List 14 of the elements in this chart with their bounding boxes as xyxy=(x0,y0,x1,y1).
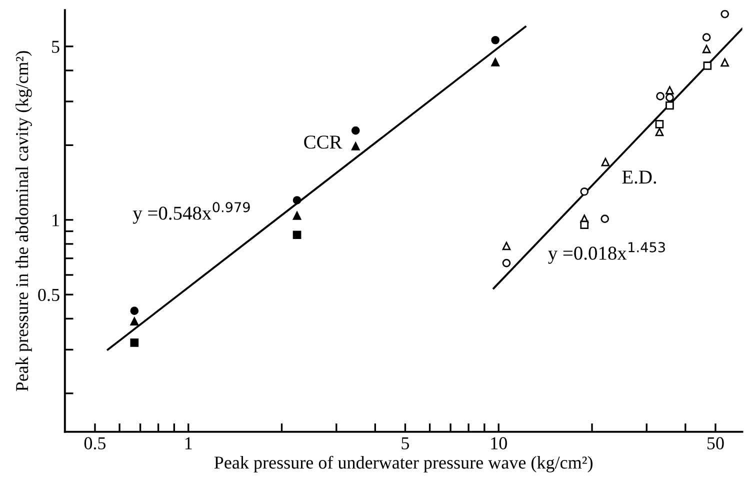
annotation: y =0.548x$^{0.979}$ xyxy=(132,202,250,224)
x-tick-label: 0.5 xyxy=(84,437,106,450)
y-tick-label: 5 xyxy=(52,40,60,53)
x-tick-label: 50 xyxy=(708,437,724,450)
y-tick-label: 1 xyxy=(52,214,59,226)
annotation: E.D. xyxy=(622,170,656,184)
x-tick-label: 5 xyxy=(402,437,410,450)
x-axis-title: Peak pressure of underwater pressure wave (kg/cm²) xyxy=(214,456,592,472)
x-tick-label: 1 xyxy=(185,437,192,450)
annotation: y =0.018x$^{1.453}$ xyxy=(548,242,665,264)
y-axis-title: Peak pressure in the abdominal cavity (kg/cm²) xyxy=(15,51,32,392)
y-tick-label: 0.5 xyxy=(38,288,60,302)
x-tick-label: 10 xyxy=(491,437,507,450)
annotation: CCR xyxy=(304,136,342,149)
